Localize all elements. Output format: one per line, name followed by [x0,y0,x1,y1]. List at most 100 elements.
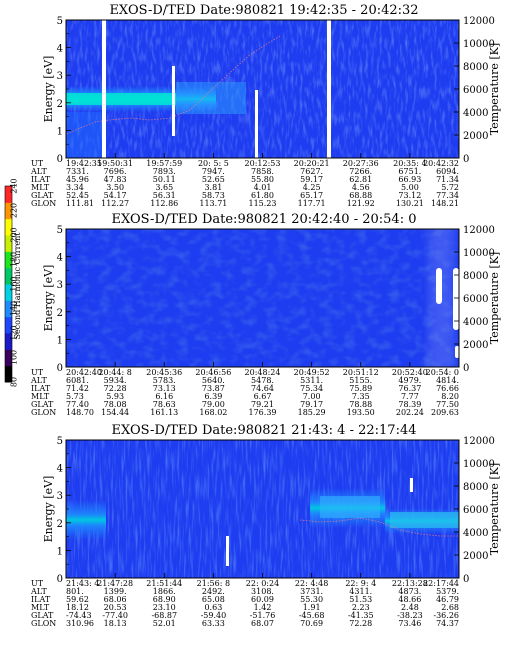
ephemeris-value: 7627. [300,167,323,176]
colorbar-tick-label: 160 [10,276,19,291]
ephemeris-value: 176.39 [249,408,277,417]
ephemeris-value: 22: 9: 4 [345,579,376,588]
ephemeris-value: -77.40 [102,611,128,620]
ephemeris-value: 4.56 [352,183,370,192]
ephemeris-value: 3.34 [66,183,84,192]
energy-tick-label: 4 [57,253,63,264]
panel-1-title: EXOS-D/TED Date:980821 19:42:35 - 20:42:… [109,3,418,18]
ephemeris-value: 5.72 [441,183,459,192]
panel-2-data-gap [453,268,459,330]
ephemeris-value: 7331. [66,167,89,176]
ephemeris-value: 55.30 [300,595,323,604]
colorbar-swatch [5,365,12,383]
ephemeris-value: 5783. [153,376,176,385]
energy-tick-label: 2 [57,99,63,110]
colorbar-tick-label: 120 [10,325,19,340]
ephemeris-value: 70.69 [300,619,323,628]
ephemeris-value: 20:42:32 [423,159,459,168]
ephemeris-value: 65.17 [300,191,323,200]
ephemeris-value: 3.81 [204,183,222,192]
ephemeris-value: 74.64 [251,384,274,393]
ephemeris-value: 18.13 [104,619,127,628]
energy-tick-label: 1 [57,126,63,137]
ephemeris-value: 1.91 [303,603,321,612]
ephemeris-value: 1866. [153,587,176,596]
ephemeris-value: 79.17 [300,400,323,409]
ephemeris-value: 3108. [251,587,274,596]
ephemeris-value: 22: 0:24 [246,579,279,588]
ephemeris-row-label: GLAT [31,191,54,200]
temperature-tick-label: 8000 [463,482,488,493]
panel-2-data-gap [436,268,442,304]
ephemeris-value: 193.50 [347,408,375,417]
ephemeris-value: 202.24 [396,408,424,417]
ephemeris-value: 73.87 [202,384,225,393]
ephemeris-value: 7.77 [401,392,419,401]
ephemeris-value: 68.90 [153,595,176,604]
panel-1-data-gap [172,66,175,136]
ephemeris-value: 310.96 [66,619,94,628]
ephemeris-value: 65.08 [202,595,225,604]
ephemeris-value: 154.44 [101,408,129,417]
temperature-tick-label: 2000 [463,551,488,562]
ephemeris-value: 111.81 [66,199,94,208]
colorbar-tick-label: 240 [10,178,19,193]
colorbar-tick-label: 180 [10,252,19,267]
temperature-tick-label: 4000 [463,108,488,119]
colorbar-swatch [5,202,12,220]
ephemeris-value: 4979. [398,376,421,385]
panel-3-ion-band-start [66,500,106,540]
ephemeris-value: 20:12:53 [245,159,281,168]
ephemeris-row-label: GLON [31,619,56,628]
energy-tick-label: 5 [57,436,63,447]
colorbar-swatch [5,267,12,285]
energy-axis-label: Energy [eV] [42,265,55,332]
colorbar-swatch [5,218,12,236]
colorbar-label: Second Harmonic Current [13,232,22,340]
ephemeris-value: 78.39 [398,400,421,409]
energy-tick-label: 3 [57,491,63,502]
ephemeris-value: 8.20 [441,392,459,401]
ephemeris-value: -74.43 [66,611,92,620]
ephemeris-value: 20:54: 0 [426,368,459,377]
ephemeris-value: 47.83 [104,175,127,184]
ephemeris-value: -51.76 [250,611,276,620]
ephemeris-value: 7.00 [303,392,321,401]
colorbar-swatch [5,235,12,252]
spectrogram-panel-2: EXOS-D/TED Date:980821 20:42:40 - 20:54:… [30,212,501,417]
colorbar-swatch [5,284,12,301]
ephemeris-value: 58.73 [202,191,225,200]
ephemeris-value: 6.16 [155,392,173,401]
ephemeris-value: 1.42 [254,603,272,612]
ephemeris-value: 79.21 [251,400,274,409]
ephemeris-value: 5311. [300,376,323,385]
temperature-tick-label: 12000 [463,16,495,27]
ephemeris-value: 73.12 [398,191,421,200]
panel-2-edge-shade [380,229,459,367]
ephemeris-value: 73.13 [153,384,176,393]
ephemeris-value: 50.11 [153,175,176,184]
colorbar-swatch [5,186,12,203]
ephemeris-value: 61.80 [251,191,274,200]
panel-1-low-energy [66,112,106,158]
ephemeris-value: 7696. [104,167,127,176]
colorbar-tick-label: 200 [10,227,19,242]
ephemeris-value: 75.34 [300,384,323,393]
ephemeris-value: 6081. [66,376,89,385]
ephemeris-value: 78.63 [153,400,176,409]
ephemeris-value: 72.28 [349,619,372,628]
temperature-tick-label: 12000 [463,436,495,447]
ephemeris-value: 4873. [398,587,421,596]
ephemeris-value: 7266. [349,167,372,176]
ephemeris-value: 71.42 [66,384,89,393]
ephemeris-value: 6094. [436,167,459,176]
ephemeris-value: 51.53 [349,595,372,604]
energy-tick-label: 5 [57,225,63,236]
temperature-tick-label: 10000 [463,459,495,470]
ephemeris-value: 18.12 [66,603,89,612]
ephemeris-value: 20:46:56 [195,368,231,377]
ephemeris-value: 20:45:36 [146,368,182,377]
ephemeris-value: 3.50 [106,183,124,192]
ephemeris-value: 74.37 [436,619,459,628]
